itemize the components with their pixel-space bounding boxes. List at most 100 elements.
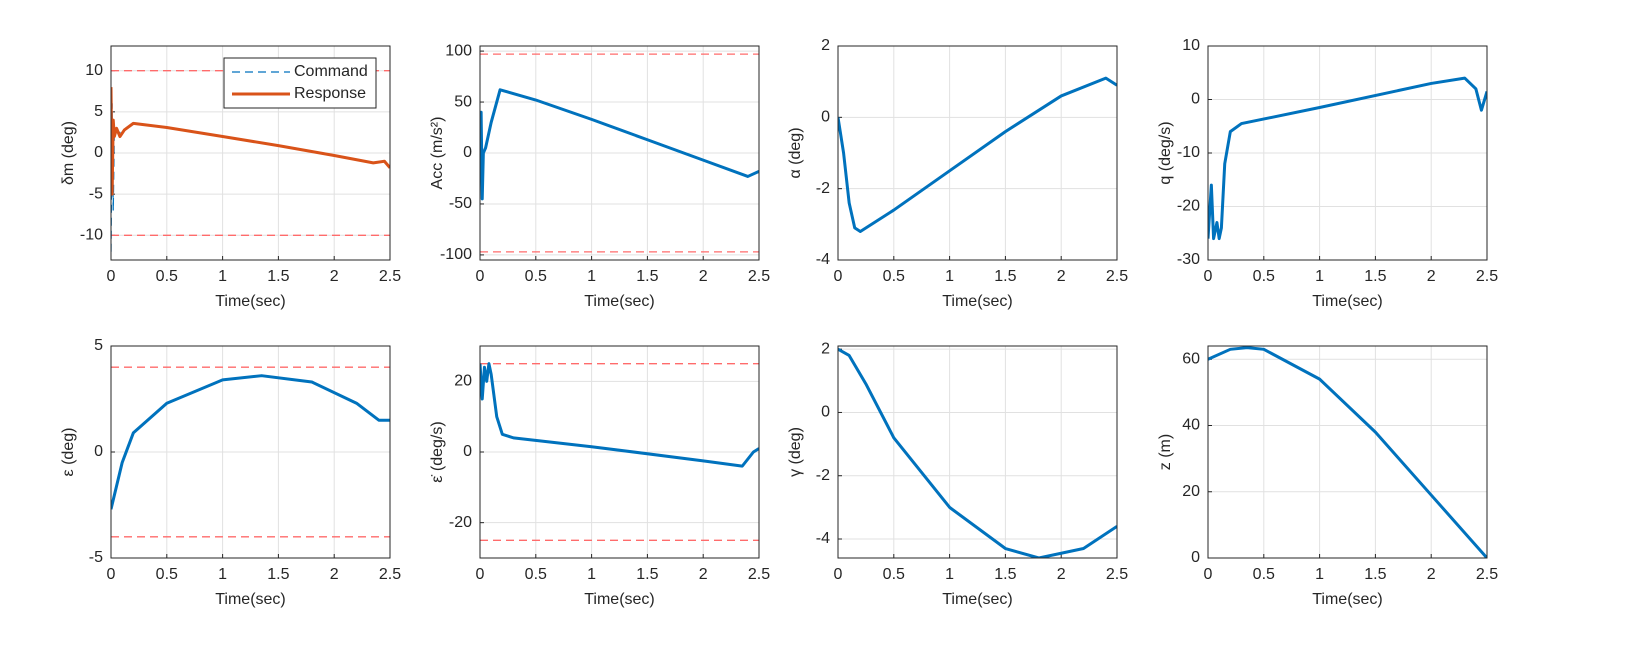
x-tick-label: 1.5 [994,566,1016,583]
x-axis-label: Time(sec) [215,591,286,608]
series-line [111,374,390,510]
y-tick-label: 0 [821,404,830,421]
series-line [1208,346,1487,558]
x-tick-label: 1 [945,268,954,285]
x-tick-label: 2.5 [748,566,770,583]
subplot: 0 0.5 1 1.5 2 2.5 -4 -2 0 2 Time(sec) γ (deg) [787,340,1128,608]
x-tick-label: 1.5 [1364,566,1386,583]
x-axis-label: Time(sec) [584,591,655,608]
x-tick-label: 2.5 [1476,268,1498,285]
x-tick-label: 1 [587,268,596,285]
x-tick-label: 0 [107,566,116,583]
y-tick-label: 0 [821,109,830,126]
x-axis-label: Time(sec) [584,293,655,310]
y-axis-label: γ (deg) [787,427,804,477]
x-tick-label: 2 [330,268,339,285]
y-axis-label: α (deg) [787,127,804,178]
series-line [480,88,759,201]
x-axis-label: Time(sec) [942,293,1013,310]
x-tick-label: 1 [1315,566,1324,583]
x-tick-label: 1 [945,566,954,583]
y-tick-label: 0 [94,443,103,460]
y-tick-label: -20 [1177,198,1200,215]
x-tick-label: 1.5 [994,268,1016,285]
y-tick-label: 0 [463,144,472,161]
x-tick-label: 1.5 [636,268,658,285]
y-tick-label: 2 [821,340,830,357]
legend-box [223,57,377,109]
y-axis-label: ε (deg) [60,428,77,477]
series-line [838,347,1117,558]
x-tick-label: 1 [218,268,227,285]
x-tick-label: 0 [834,566,843,583]
y-tick-label: 0 [1191,549,1200,566]
y-tick-label: 0 [1191,91,1200,108]
y-tick-label: -10 [1177,144,1200,161]
y-tick-label: -30 [1177,251,1200,268]
y-tick-label: 0 [463,443,472,460]
x-tick-label: 0.5 [1253,566,1275,583]
x-tick-label: 0 [1204,268,1213,285]
x-tick-label: 2.5 [748,268,770,285]
x-tick-label: 2.5 [1476,566,1498,583]
y-tick-label: 50 [454,93,472,110]
x-tick-label: 0.5 [1253,268,1275,285]
x-tick-label: 1.5 [267,268,289,285]
y-tick-label: 5 [94,103,103,120]
y-tick-label: 5 [94,337,103,354]
x-tick-label: 2 [1057,566,1066,583]
plot-area [838,346,1117,558]
x-tick-label: 0.5 [525,566,547,583]
subplot: 0 0.5 1 1.5 2 2.5 -100 -50 0 50 100 Time(sec) Acc (m… [429,42,770,310]
x-tick-label: 0 [107,268,116,285]
y-tick-label: -4 [816,530,830,547]
plot-frame [479,45,760,261]
x-tick-label: 0.5 [525,268,547,285]
x-tick-label: 0.5 [883,566,905,583]
y-tick-label: 20 [1182,483,1200,500]
y-axis-label: δm (deg) [60,121,77,185]
x-tick-label: 2 [699,268,708,285]
plot-frame [110,45,391,261]
y-axis-label: Acc (m/s²) [429,117,446,190]
y-tick-label: -2 [816,467,830,484]
y-axis-label: ε̇ (deg/s) [429,421,446,482]
plot-frame [837,345,1118,559]
x-tick-label: 2.5 [379,566,401,583]
x-tick-label: 2 [1427,268,1436,285]
x-tick-label: 0 [1204,566,1213,583]
plot-frame [479,345,760,559]
x-tick-label: 0.5 [156,566,178,583]
plot-frame [1207,45,1488,261]
y-tick-label: 2 [821,37,830,54]
y-tick-label: -20 [449,514,472,531]
subplot: 0 0.5 1 1.5 2 2.5 -30 -20 -10 0 10 Time(sec) q (deg/… [1157,37,1498,310]
series-line [1208,76,1487,241]
legend-label: Command [294,63,368,80]
plot-area [1208,346,1487,558]
subplot: 0 0.5 1 1.5 2 2.5 -10 -5 0 5 10 Time(sec) δm (deg) Co… [60,45,401,310]
x-tick-label: 1.5 [1364,268,1386,285]
plot-frame [837,45,1118,261]
x-axis-label: Time(sec) [215,293,286,310]
y-tick-label: 0 [94,144,103,161]
x-axis-label: Time(sec) [942,591,1013,608]
y-tick-label: 60 [1182,350,1200,367]
y-tick-label: 100 [445,42,472,59]
plot-frame [1207,345,1488,559]
y-axis-label: z (m) [1157,434,1174,470]
y-tick-label: 10 [1182,37,1200,54]
y-tick-label: -50 [449,195,472,212]
subplot: 0 0.5 1 1.5 2 2.5 -20 0 20 Time(sec) ε̇ (deg/s) [429,345,770,608]
x-tick-label: 2 [699,566,708,583]
x-tick-label: 2 [330,566,339,583]
series-line [838,76,1117,233]
y-tick-label: -100 [440,246,472,263]
y-axis-label: q (deg/s) [1157,121,1174,184]
subplot: 0 0.5 1 1.5 2 2.5 0 20 40 60 Time(sec) z (m) [1157,345,1498,608]
plot-frame [110,345,391,559]
y-tick-label: -2 [816,180,830,197]
x-tick-label: 2.5 [1106,268,1128,285]
